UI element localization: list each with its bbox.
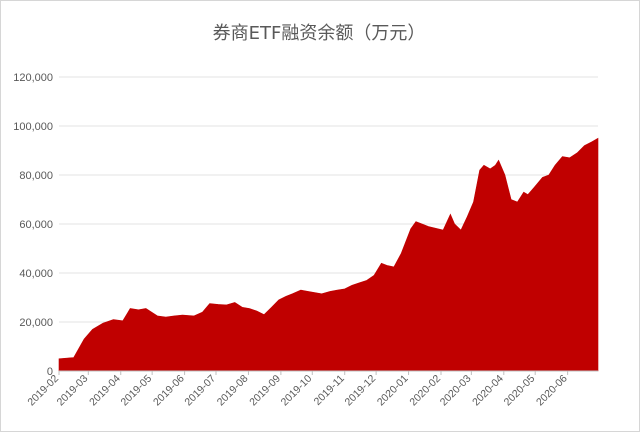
y-tick-label: 80,000 [19, 170, 53, 182]
x-tick-label: 2020-05 [502, 373, 538, 409]
x-tick-label: 2020-03 [438, 373, 474, 409]
x-tick-label: 2019-12 [342, 373, 378, 409]
x-tick-label: 2020-02 [407, 373, 443, 409]
x-tick-label: 2020-04 [470, 373, 506, 409]
y-tick-label: 120,000 [13, 72, 53, 84]
x-tick-label: 2019-09 [247, 373, 283, 409]
x-tick-label: 2019-07 [182, 373, 218, 409]
x-tick-label: 2019-04 [87, 373, 123, 409]
y-axis: 0 20,000 40,000 60,000 80,000 100,000 120,000 [13, 72, 53, 378]
x-axis: 2019-022019-032019-042019-052019-062019-… [25, 370, 598, 409]
y-tick-label: 100,000 [13, 121, 53, 133]
y-tick-label: 40,000 [19, 268, 53, 280]
y-tick-label: 60,000 [19, 219, 53, 231]
x-tick-label: 2019-05 [119, 373, 155, 409]
x-tick-label: 2019-06 [151, 373, 187, 409]
x-tick-label: 2019-08 [215, 373, 251, 409]
y-tick-label: 0 [47, 366, 53, 378]
x-tick-label: 2019-11 [312, 373, 347, 408]
x-tick-label: 2020-01 [375, 373, 411, 409]
chart-title: 券商ETF融资余额（万元） [213, 23, 426, 44]
x-tick-label: 2019-10 [279, 373, 315, 409]
x-tick-label: 2019-03 [55, 373, 91, 409]
y-tick-label: 20,000 [19, 317, 53, 329]
x-tick-label: 2019-02 [25, 373, 61, 409]
balance-area-series [58, 137, 599, 372]
x-tick-label: 2020-06 [534, 373, 570, 409]
plot-area [58, 137, 599, 372]
